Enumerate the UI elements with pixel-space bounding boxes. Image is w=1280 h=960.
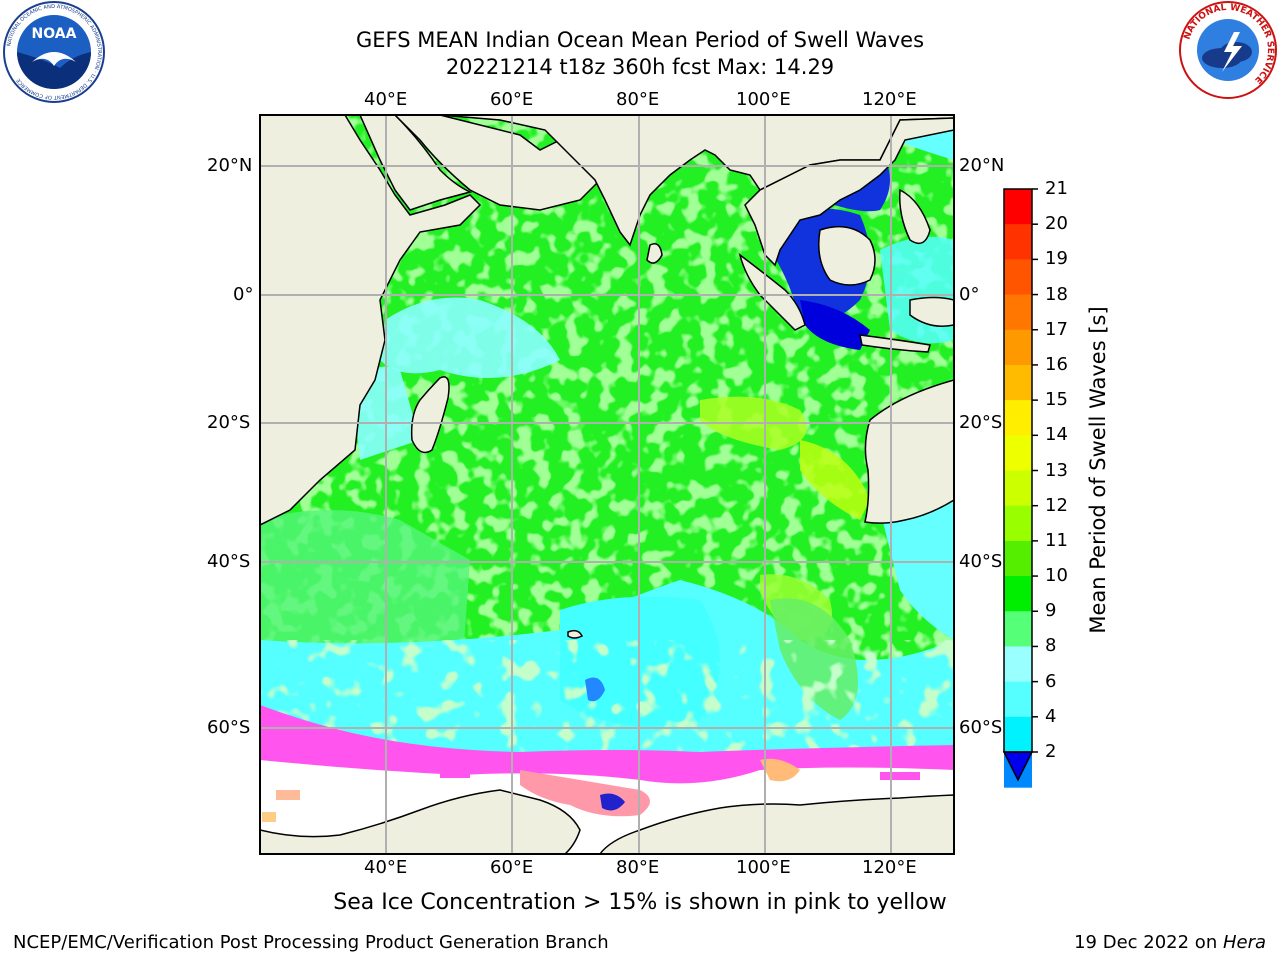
colorbar-segment <box>1004 576 1032 612</box>
colorbar-segment <box>1004 470 1032 507</box>
colorbar-segment <box>1004 400 1032 436</box>
swell-zone-equatorial <box>380 297 560 378</box>
lat-label-left-0: 0° <box>233 284 254 305</box>
noaa-logo-text: NOAA <box>32 26 77 42</box>
sea-ice-caption: Sea Ice Concentration > 15% is shown in … <box>333 890 947 915</box>
sri-lanka-land <box>646 243 663 264</box>
colorbar-segment <box>1004 611 1032 647</box>
colorbar-segment <box>1004 364 1032 401</box>
map-subtitle: 20221214 t18z 360h fcst Max: 14.29 <box>445 55 835 79</box>
ice-pink-spots <box>262 712 920 822</box>
colorbar-tick-label: 21 <box>1045 178 1068 199</box>
java-land <box>859 334 931 353</box>
colorbar-segment <box>1004 435 1032 471</box>
lat-label-right-20n: 20°N <box>959 155 1005 176</box>
colorbar-segment <box>1004 259 1032 296</box>
graticule <box>260 115 954 854</box>
colorbar-frame <box>1003 188 1033 753</box>
philippines-land <box>898 188 931 245</box>
footer-credit: NCEP/EMC/Verification Post Processing Pr… <box>13 932 609 953</box>
madagascar-land <box>410 376 450 454</box>
colorbar-tick-label: 18 <box>1045 283 1068 305</box>
colorbar-tick-label: 17 <box>1045 318 1068 340</box>
lon-label-bottom-60e: 60°E <box>490 857 534 878</box>
lon-label-top-40e: 40°E <box>364 89 408 110</box>
lon-label-bottom-100e: 100°E <box>736 857 791 878</box>
lat-label-right-60s: 60°S <box>959 717 1003 738</box>
footer-host: Hera <box>1222 932 1266 953</box>
colorbar-segment <box>1004 329 1032 366</box>
colorbar-segment <box>1004 716 1032 753</box>
lon-label-bottom-120e: 120°E <box>862 857 917 878</box>
colorbar-label: Mean Period of Swell Waves [s] <box>1086 306 1110 634</box>
lon-label-bottom-40e: 40°E <box>364 857 408 878</box>
antarctica-land-west <box>260 789 581 854</box>
colorbar-tick-label: 20 <box>1045 213 1068 235</box>
swell-zone-blue-spot <box>585 677 605 702</box>
colorbar-segment <box>1004 681 1032 718</box>
lon-label-bottom-80e: 80°E <box>616 857 660 878</box>
colorbar-tick-label: 16 <box>1045 353 1068 375</box>
lat-label-left-20s: 20°S <box>207 412 251 433</box>
colorbar-tick-label: 11 <box>1045 529 1068 551</box>
sumatra-land <box>738 253 806 331</box>
colorbar <box>1002 188 1038 788</box>
colorbar-tick-label: 13 <box>1045 459 1068 481</box>
colorbar-tick-label: 15 <box>1045 389 1068 411</box>
sulawesi-land <box>909 296 954 327</box>
borneo-land <box>818 225 876 286</box>
lat-label-left-60s: 60°S <box>207 717 251 738</box>
footer-date-text: 19 Dec 2022 on <box>1074 932 1223 953</box>
colorbar-segment <box>1004 540 1032 577</box>
colorbar-segment <box>1004 224 1032 260</box>
colorbar-tick-label: 10 <box>1045 565 1068 587</box>
swell-zone-east <box>880 500 954 640</box>
lat-label-right-40s: 40°S <box>959 551 1003 572</box>
colorbar-tick-label: 2 <box>1045 741 1057 762</box>
map-title: GEFS MEAN Indian Ocean Mean Period of Sw… <box>355 28 925 52</box>
nws-logo: NATIONAL WEATHER SERVICE <box>1179 1 1277 99</box>
colorbar-tick-label: 19 <box>1045 248 1068 270</box>
sea-ice-patch-2 <box>760 758 800 782</box>
colorbar-tick-label: 6 <box>1045 670 1057 692</box>
lat-label-right-0: 0° <box>959 284 980 305</box>
colorbar-segments <box>1004 188 1038 788</box>
colorbar-segment <box>1004 505 1032 542</box>
map-frame <box>259 114 955 855</box>
colorbar-tick-label: 4 <box>1045 705 1057 727</box>
colorbar-tick-label: 8 <box>1045 635 1057 657</box>
colorbar-tick-label: 12 <box>1045 494 1068 516</box>
colorbar-segment <box>1004 646 1032 683</box>
lon-label-top-60e: 60°E <box>490 89 534 110</box>
lon-label-top-120e: 120°E <box>862 89 917 110</box>
swell-zone-yellowgreen-2 <box>800 440 870 520</box>
lat-label-right-20s: 20°S <box>959 412 1003 433</box>
colorbar-segment <box>1004 294 1032 331</box>
colorbar-segment <box>1004 189 1032 225</box>
colorbar-tick-label: 14 <box>1045 424 1068 446</box>
swell-zone-java-sea <box>800 300 870 350</box>
lon-label-top-80e: 80°E <box>616 89 660 110</box>
noaa-logo: NOAA NATIONAL OCEANIC AND ATMOSPHERIC AD… <box>3 1 105 103</box>
australia-land <box>864 379 954 524</box>
colorbar-tick-label: 9 <box>1045 600 1057 622</box>
sea-ice-blue-spot <box>600 793 625 811</box>
footer-date: 19 Dec 2022 on Hera <box>1074 932 1266 953</box>
kerguelen-land <box>567 629 584 639</box>
lon-label-top-100e: 100°E <box>736 89 791 110</box>
lat-label-left-20n: 20°N <box>207 155 253 176</box>
lat-label-left-40s: 40°S <box>207 551 251 572</box>
map-field <box>260 115 954 854</box>
